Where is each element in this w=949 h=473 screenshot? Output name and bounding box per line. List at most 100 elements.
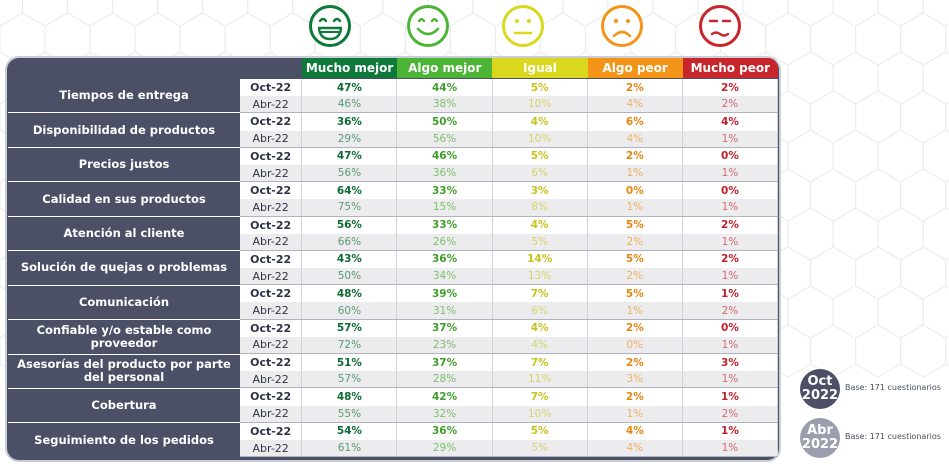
background-hexagon — [900, 12, 947, 66]
value-cell: 2% — [588, 319, 683, 337]
background-hexagon — [855, 324, 902, 378]
background-hexagon — [922, 0, 949, 27]
period-label: Abr-22 — [240, 233, 303, 250]
table-row: Oct-22 47% 46% 5% 2% 0% — [240, 147, 779, 165]
table-row: Abr-22 56% 36% 6% 1% 1% — [240, 164, 779, 183]
value-cell: 5% — [493, 422, 588, 440]
base-note-oct: Base: 171 cuestionarios — [845, 383, 941, 392]
category-label: Solución de quejas o problemas — [8, 251, 240, 286]
table-row: Abr-22 66% 26% 5% 2% 1% — [240, 233, 779, 251]
value-cell: 2% — [683, 216, 779, 234]
value-cell: 23% — [397, 336, 493, 353]
table-row: Oct-22 51% 37% 7% 2% 3% — [240, 354, 779, 372]
value-cell: 56% — [302, 216, 398, 234]
value-cell: 54% — [302, 422, 398, 440]
category-label: Calidad en sus productos — [8, 182, 240, 217]
value-cell: 5% — [493, 233, 588, 250]
table-row: Oct-22 47% 44% 5% 2% 2% — [240, 79, 779, 97]
background-hexagon — [832, 0, 879, 27]
value-cell: 1% — [588, 405, 683, 422]
table-row: Oct-22 56% 33% 4% 5% 2% — [240, 216, 779, 234]
value-cell: 4% — [493, 113, 588, 131]
period-label: Oct-22 — [240, 113, 303, 131]
value-cell: 1% — [683, 164, 779, 182]
value-cell: 51% — [302, 354, 398, 372]
value-cell: 4% — [683, 113, 779, 131]
header-mucho-peor: Mucho peor — [682, 58, 778, 78]
background-hexagon — [787, 285, 834, 339]
period-label: Oct-22 — [240, 388, 303, 406]
value-cell: 48% — [302, 285, 398, 303]
category-label: Precios justos — [8, 148, 240, 183]
header-algo-mejor: Algo mejor — [397, 58, 493, 78]
background-hexagon — [810, 12, 857, 66]
value-cell: 4% — [588, 96, 683, 113]
value-cell: 64% — [302, 182, 398, 200]
base-note-abr: Base: 171 cuestionarios — [845, 432, 941, 441]
table-row: Oct-22 43% 36% 14% 5% 2% — [240, 250, 779, 269]
value-cell: 1% — [683, 199, 779, 216]
value-cell: 42% — [397, 388, 493, 406]
value-cell: 75% — [302, 199, 398, 216]
value-cell: 34% — [397, 268, 493, 285]
background-hexagon — [810, 90, 857, 144]
value-cell: 48% — [302, 388, 398, 406]
neutral-face-icon — [501, 4, 545, 48]
background-hexagon — [810, 168, 857, 222]
period-label: Oct-22 — [240, 354, 303, 372]
very-sad-face-icon — [698, 4, 742, 48]
value-cell: 46% — [302, 96, 398, 113]
period-label: Oct-22 — [240, 182, 303, 200]
value-cell: 7% — [493, 388, 588, 406]
header-algo-peor: Algo peor — [587, 58, 683, 78]
value-cell: 1% — [588, 199, 683, 216]
period-label: Abr-22 — [240, 371, 303, 388]
value-cell: 13% — [493, 268, 588, 285]
value-cell: 10% — [493, 130, 588, 147]
category-label: Atención al cliente — [8, 217, 240, 252]
value-cell: 5% — [588, 285, 683, 303]
value-cell: 38% — [397, 96, 493, 113]
value-cell: 14% — [493, 250, 588, 269]
value-cell: 56% — [302, 164, 398, 182]
value-cell: 7% — [493, 285, 588, 303]
value-cell: 32% — [397, 405, 493, 422]
background-hexagon — [247, 0, 294, 27]
background-hexagon — [855, 90, 902, 144]
period-label: Oct-22 — [240, 147, 303, 165]
value-cell: 2% — [683, 79, 779, 97]
category-label: Tiempos de entrega — [8, 79, 240, 114]
period-label: Abr-22 — [240, 302, 303, 319]
table-row: Abr-22 55% 32% 10% 1% 2% — [240, 405, 779, 423]
category-label: Cobertura — [8, 389, 240, 424]
happy-face-icon — [406, 4, 450, 48]
value-cell: 33% — [397, 182, 493, 200]
period-label: Abr-22 — [240, 96, 303, 113]
badge-abr-2022: Abr 2022 — [800, 418, 840, 458]
background-hexagon — [832, 51, 879, 105]
value-cell: 6% — [588, 113, 683, 131]
table-row: Oct-22 54% 36% 5% 4% 1% — [240, 422, 779, 440]
value-cell: 0% — [588, 182, 683, 200]
period-label: Oct-22 — [240, 250, 303, 269]
value-cell: 2% — [683, 302, 779, 319]
background-hexagon — [202, 0, 249, 27]
value-cell: 50% — [397, 113, 493, 131]
value-cell: 0% — [683, 319, 779, 337]
value-cell: 2% — [588, 147, 683, 165]
very-happy-face-icon — [308, 4, 352, 48]
value-cell: 56% — [397, 130, 493, 147]
background-hexagon — [787, 207, 834, 261]
value-cell: 2% — [683, 96, 779, 113]
value-cell: 46% — [397, 147, 493, 165]
background-hexagon — [67, 0, 114, 27]
background-hexagon — [900, 246, 947, 300]
period-label: Abr-22 — [240, 164, 303, 182]
value-cell: 55% — [302, 405, 398, 422]
value-cell: 11% — [493, 371, 588, 388]
background-hexagon — [945, 335, 949, 367]
badge-abr-line1: Abr — [807, 423, 833, 438]
value-cell: 0% — [683, 182, 779, 200]
value-cell: 1% — [683, 285, 779, 303]
